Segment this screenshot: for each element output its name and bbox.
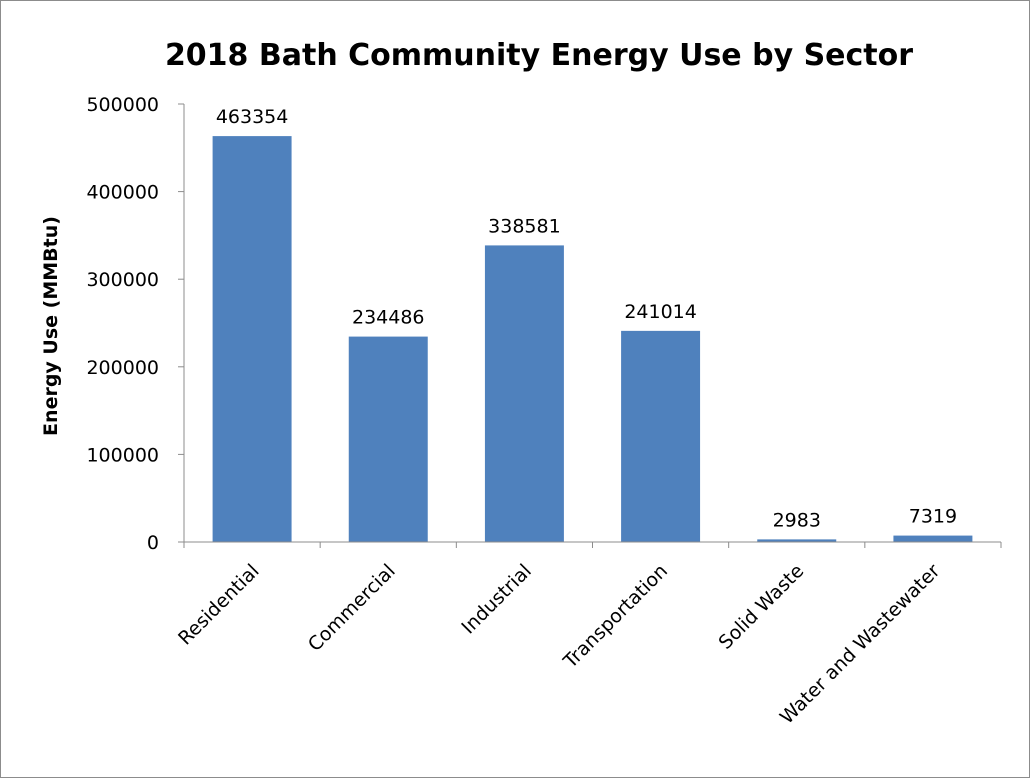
- data-labels: 463354 234486 338581 241014 2983 7319: [216, 106, 957, 531]
- bar: [484, 245, 564, 542]
- x-tick-label: Transportation: [559, 560, 672, 673]
- y-tick-label: 500000: [86, 94, 159, 116]
- y-tick-label: 100000: [86, 444, 159, 466]
- y-tick-label: 400000: [86, 182, 159, 204]
- bar: [621, 330, 701, 542]
- bar: [348, 336, 428, 542]
- x-tick-label: Water and Wastewater: [776, 560, 945, 729]
- bars: [212, 136, 973, 542]
- x-tick-label: Industrial: [457, 560, 536, 639]
- x-tick-label: Solid Waste: [715, 560, 809, 654]
- bar: [757, 539, 837, 542]
- y-tick-label: 300000: [86, 269, 159, 291]
- data-label: 241014: [624, 301, 697, 323]
- data-label: 338581: [488, 215, 561, 237]
- y-axis-label: Energy Use (MMBtu): [40, 216, 62, 436]
- bar: [212, 136, 292, 542]
- data-label: 7319: [909, 506, 957, 528]
- y-tick-label: 0: [147, 532, 159, 554]
- data-label: 234486: [352, 307, 425, 329]
- data-label: 463354: [216, 106, 289, 128]
- y-tick-label: 200000: [86, 357, 159, 379]
- x-tick-label: Residential: [174, 560, 264, 650]
- chart-title: 2018 Bath Community Energy Use by Sector: [165, 38, 913, 73]
- x-axis: Residential Commercial Industrial Transport…: [174, 541, 1002, 729]
- x-tick-label: Commercial: [304, 560, 400, 656]
- bar: [893, 535, 973, 542]
- data-label: 2983: [773, 509, 821, 531]
- y-axis: 0 100000 200000 300000 400000 500000: [86, 94, 185, 554]
